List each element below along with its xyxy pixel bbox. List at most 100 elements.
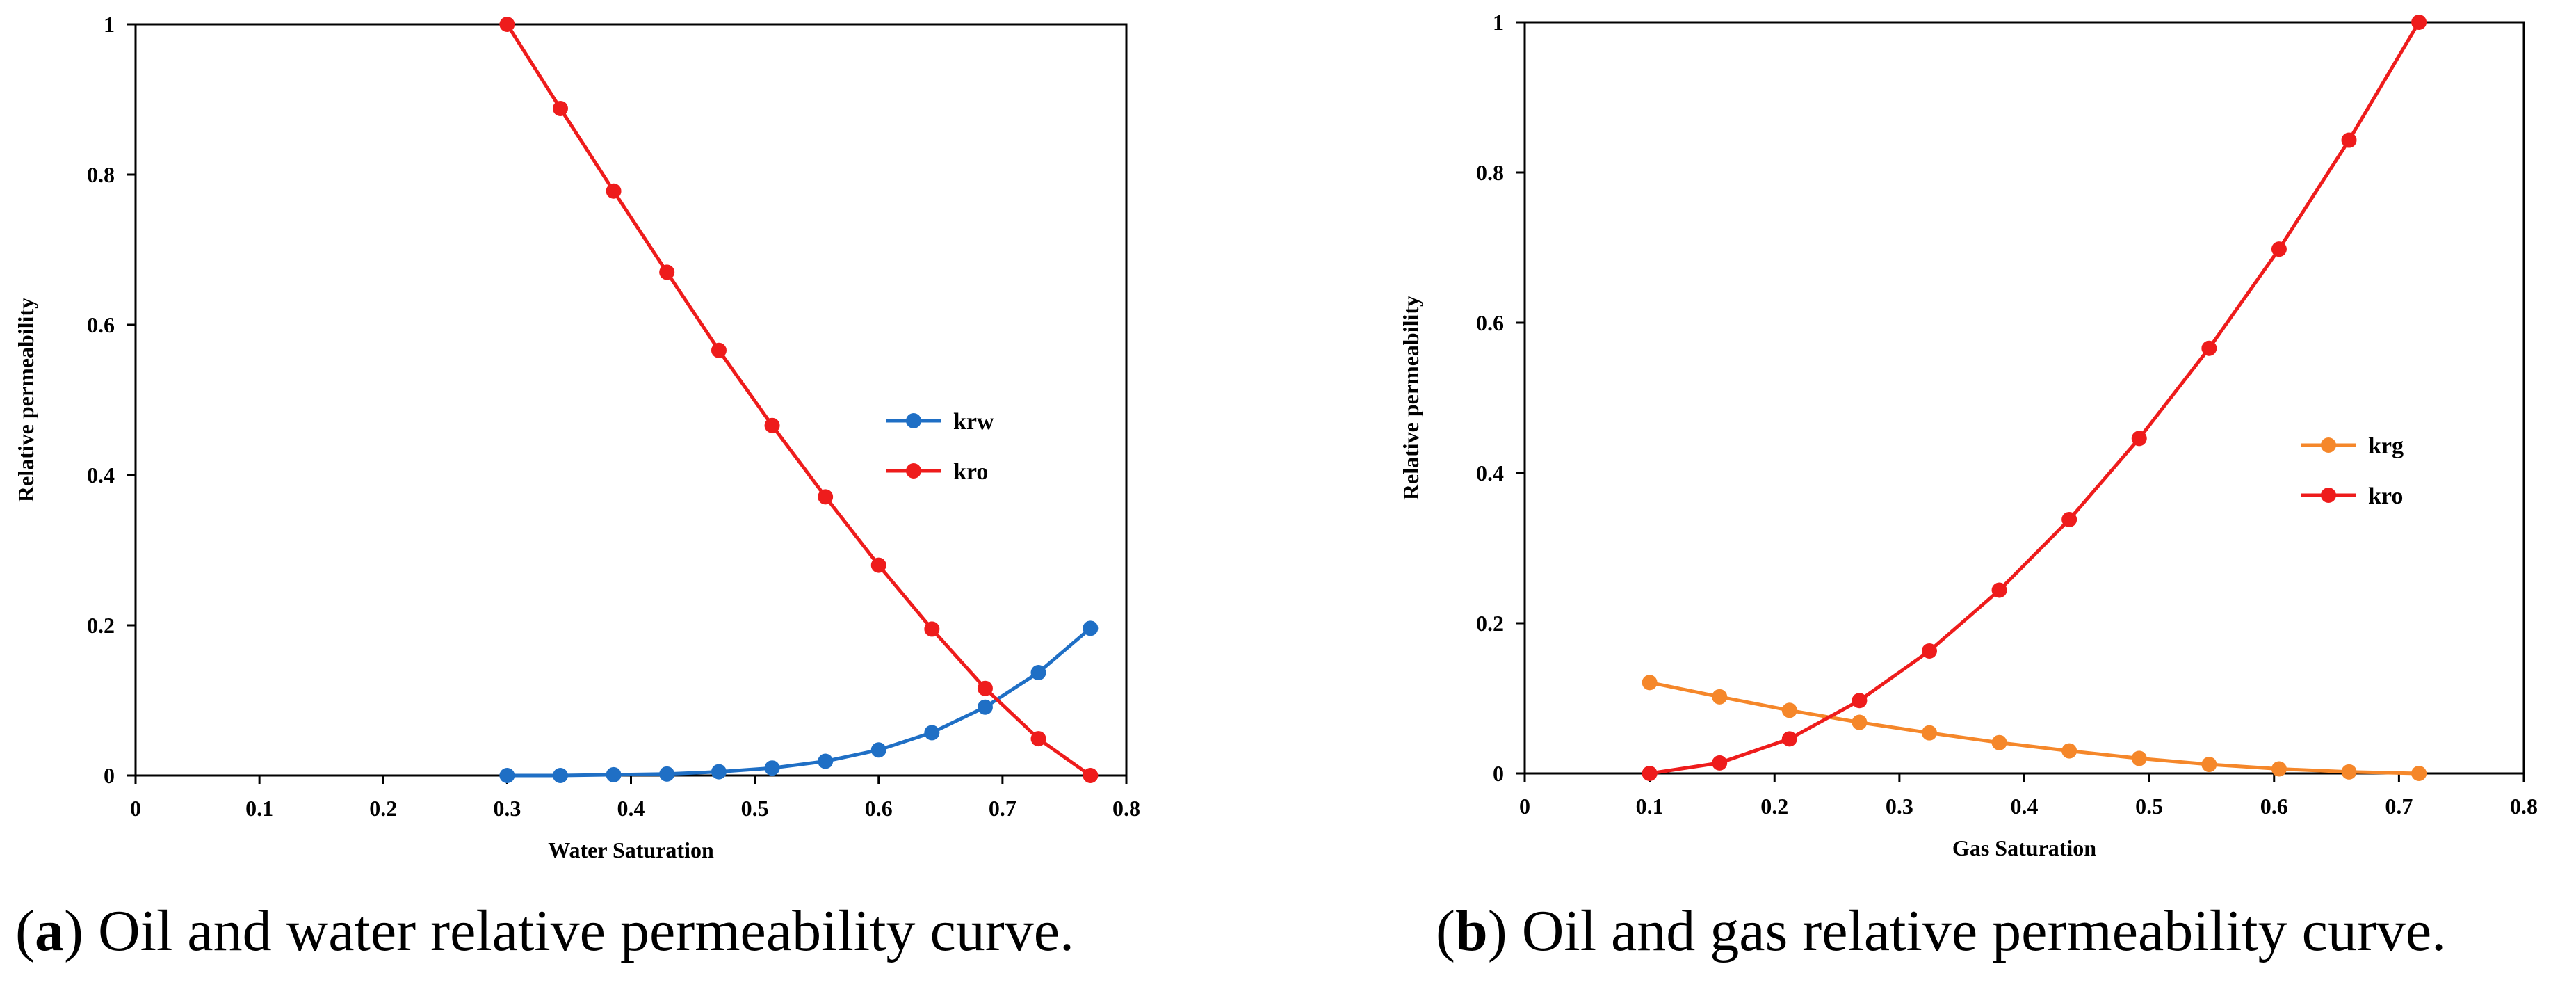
x-tick-label-b: 0.2	[1760, 794, 1788, 819]
data-point-kro-b	[1991, 582, 2007, 598]
y-axis-title-a: Relative permeability	[13, 298, 38, 502]
data-point-krg-b	[2341, 764, 2357, 780]
data-point-krw-a	[764, 760, 780, 776]
data-point-kro-b	[2271, 241, 2287, 257]
legend-marker-kro-a	[906, 463, 921, 479]
data-point-kro-b	[1712, 755, 1728, 771]
data-point-krg-b	[1781, 702, 1797, 718]
data-point-kro-b	[2131, 431, 2147, 447]
x-tick-label-a: 0.1	[245, 796, 273, 821]
data-point-krg-b	[1712, 689, 1728, 705]
x-axis-title-b: Gas Saturation	[1952, 835, 2096, 860]
data-point-kro-b	[1781, 731, 1797, 747]
x-tick-label-a: 0	[130, 796, 141, 821]
x-tick-label-b: 0.5	[2135, 794, 2163, 819]
caption-a-letter: a	[34, 899, 64, 963]
legend-entry-krw-a: krw	[886, 409, 994, 435]
data-point-kro-b	[1642, 766, 1658, 781]
x-tick-label-b: 0.6	[2260, 794, 2288, 819]
data-point-kro-b	[2061, 511, 2077, 527]
data-point-krw-a	[499, 768, 515, 783]
legend-marker-krg-b	[2321, 437, 2336, 453]
legend-label-kro-b: kro	[2368, 483, 2403, 509]
y-tick-label-a: 0	[104, 763, 115, 788]
y-tick-label-a: 1	[104, 12, 115, 37]
caption-b-letter: b	[1455, 899, 1488, 963]
data-point-krg-b	[1921, 725, 1937, 741]
y-tick-label-a: 0.6	[87, 312, 115, 337]
series-krg-b	[1642, 675, 2427, 781]
data-point-kro-b	[1921, 643, 1937, 659]
data-point-kro-a	[870, 557, 886, 573]
x-tick-label-a: 0.6	[865, 796, 893, 821]
legend-label-kro-a: kro	[953, 459, 988, 485]
y-tick-label-a: 0.4	[87, 463, 115, 488]
data-point-kro-a	[818, 489, 834, 505]
x-tick-label-b: 0	[1519, 794, 1530, 819]
x-axis-title-a: Water Saturation	[548, 837, 714, 862]
data-point-kro-b	[2341, 132, 2357, 148]
x-tick-label-b: 0.7	[2385, 794, 2413, 819]
data-point-kro-a	[977, 680, 993, 696]
y-tick-label-a: 0.8	[87, 162, 115, 187]
data-point-krg-b	[2201, 757, 2217, 773]
data-point-kro-b	[2201, 340, 2217, 356]
data-point-krw-a	[1083, 620, 1099, 636]
caption-b-text: Oil and gas relative permeability curve.	[1507, 899, 2447, 963]
legend-entry-kro-a: kro	[886, 459, 988, 485]
x-tick-label-b: 0.4	[2011, 794, 2039, 819]
y-axis-title-b: Relative permeability	[1398, 296, 1423, 500]
data-point-krw-a	[977, 699, 993, 715]
data-point-kro-a	[552, 100, 568, 116]
data-point-krg-b	[1642, 675, 1658, 691]
data-point-krg-b	[2131, 750, 2147, 766]
data-point-krw-a	[711, 764, 727, 780]
caption-a: (a) Oil and water relative permeability …	[15, 899, 1075, 963]
data-point-krg-b	[1852, 714, 1868, 730]
data-point-krw-a	[659, 766, 675, 782]
y-tick-label-a: 0.2	[87, 613, 115, 638]
x-tick-label-a: 0.7	[989, 796, 1016, 821]
data-point-kro-a	[764, 417, 780, 433]
x-tick-label-a: 0.2	[369, 796, 397, 821]
data-point-krg-b	[1991, 734, 2007, 750]
data-point-krw-a	[818, 753, 834, 769]
series-line-krw-a	[507, 627, 1092, 778]
y-tick-label-b: 0	[1493, 761, 1504, 786]
data-point-kro-b	[2411, 15, 2427, 30]
series-line-krg-b	[1649, 680, 2420, 776]
data-point-krg-b	[2061, 743, 2077, 759]
series-kro-a	[499, 17, 1099, 783]
y-tick-label-b: 1	[1493, 10, 1504, 35]
caption-a-text: Oil and water relative permeability curv…	[83, 899, 1075, 963]
data-point-kro-a	[711, 342, 727, 358]
legend-entry-krg-b: krg	[2301, 433, 2404, 459]
y-tick-label-b: 0.8	[1476, 160, 1504, 185]
legend-entry-kro-b: kro	[2301, 483, 2403, 509]
series-krw-a	[499, 620, 1099, 783]
plot-area-a	[134, 23, 1128, 777]
data-point-kro-a	[924, 621, 940, 637]
data-point-kro-a	[659, 264, 675, 280]
y-tick-label-b: 0.6	[1476, 310, 1504, 335]
chart-a: 0 0.1 0.2 0.3 0.4 0.5 0.6 0.7 0.8 0 0.2 0.4 0.6 0.8 1 W…	[13, 12, 1140, 862]
plot-area-b	[1523, 21, 2525, 775]
data-point-kro-a	[606, 183, 622, 199]
chart-b: 0 0.1 0.2 0.3 0.4 0.5 0.6 0.7 0.8 0 0.2 0.4 0.6 0.8 1 G…	[1398, 10, 2538, 860]
x-tick-label-a: 0.5	[741, 796, 769, 821]
legend-label-krw-a: krw	[953, 409, 994, 435]
data-point-kro-a	[1030, 731, 1046, 747]
legend-marker-kro-b	[2321, 488, 2336, 503]
data-point-krg-b	[2411, 766, 2427, 781]
series-kro-b	[1642, 15, 2427, 781]
x-tick-label-b: 0.1	[1636, 794, 1664, 819]
x-tick-label-a: 0.4	[617, 796, 645, 821]
x-tick-label-a: 0.8	[1112, 796, 1140, 821]
series-line-kro-a	[505, 23, 1092, 778]
data-point-krw-a	[924, 725, 940, 741]
legend-marker-krw-a	[906, 413, 921, 428]
data-point-krw-a	[552, 768, 568, 783]
series-line-kro-b	[1649, 21, 2421, 776]
x-tick-label-a: 0.3	[493, 796, 521, 821]
